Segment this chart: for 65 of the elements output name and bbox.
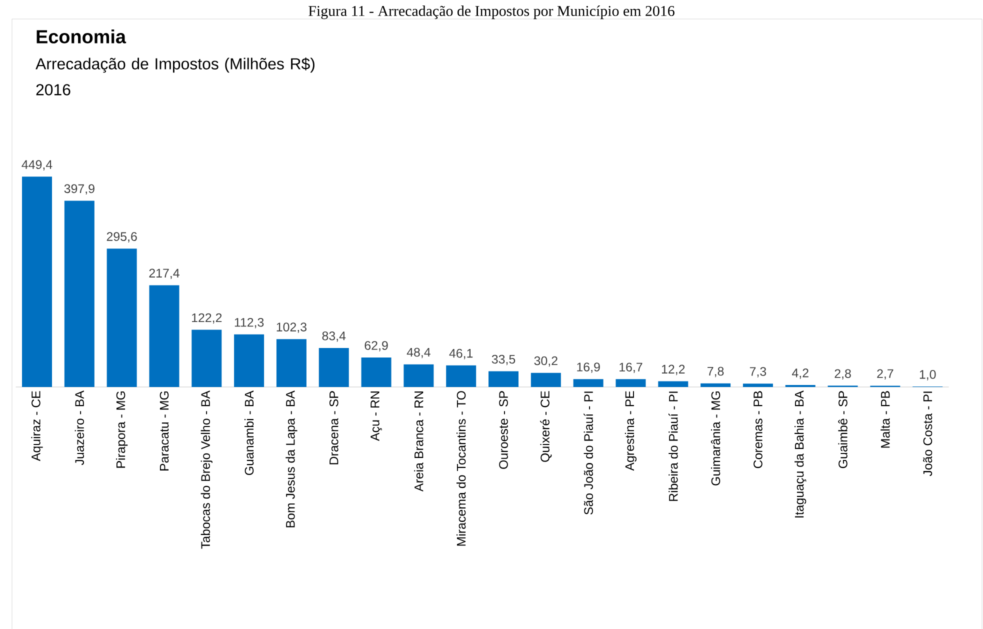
x-tick-label: Ribeira do Piauí - PI xyxy=(668,392,678,501)
x-tick-label: Açu - RN xyxy=(370,392,382,441)
x-tick-label: São João do Piauí - PI xyxy=(584,392,593,515)
data-label: 7,3 xyxy=(750,367,766,378)
bar xyxy=(446,365,476,387)
data-label: 2,8 xyxy=(834,369,851,380)
x-tick-label: Guanambi - BA xyxy=(244,390,254,476)
data-label: 30,2 xyxy=(534,356,558,367)
bar xyxy=(573,379,604,387)
bar xyxy=(404,364,434,387)
bar xyxy=(192,330,222,387)
data-label: 449,4 xyxy=(22,160,52,170)
data-label: 102,3 xyxy=(276,322,306,333)
x-tick-label: Dracena - SP xyxy=(329,391,338,464)
data-label: 33,5 xyxy=(492,354,516,366)
bar xyxy=(64,200,94,387)
data-label: 46,1 xyxy=(449,348,473,360)
data-label: 112,3 xyxy=(234,318,264,328)
data-label: 16,7 xyxy=(620,362,642,373)
x-tick-label: Malta - PB xyxy=(880,391,890,448)
data-label: 295,6 xyxy=(106,232,137,242)
x-tick-label: João Costa - PI xyxy=(923,392,932,476)
x-tick-label: Ouroeste - SP xyxy=(499,391,508,469)
bar xyxy=(616,379,646,387)
x-tick-label: Itaguaçu da Bahia - BA xyxy=(794,390,806,518)
data-label: 4,2 xyxy=(792,368,808,379)
data-label: 2,7 xyxy=(877,369,894,380)
data-label: 217,4 xyxy=(149,268,180,280)
data-label: 62,9 xyxy=(364,341,388,352)
data-label: 1,0 xyxy=(920,370,936,380)
x-tick-label: Juazeiro - BA xyxy=(74,390,84,466)
data-label: 16,9 xyxy=(577,362,600,373)
data-label: 83,4 xyxy=(322,331,346,342)
data-label: 397,9 xyxy=(64,184,94,195)
x-tick-label: Bom Jesus da Lapa - BA xyxy=(286,390,298,528)
bar xyxy=(530,372,561,387)
bar xyxy=(22,176,52,387)
x-tick-label: Coremas - PB xyxy=(754,391,762,468)
chart-subtitle: Arrecadação de Impostos (Milhões R$) 2016 xyxy=(36,58,314,96)
x-tick-label: Quixeré - CE xyxy=(540,391,552,462)
x-tick-label: Miracema do Tocantins - TO xyxy=(456,391,466,546)
data-label: 122,2 xyxy=(192,313,222,324)
bar xyxy=(276,339,306,387)
x-tick-label: Guimarânia - MG xyxy=(710,391,720,486)
bar xyxy=(361,358,392,387)
bar xyxy=(318,348,349,387)
bar xyxy=(658,381,688,387)
x-tick-label: Pirapora - MG xyxy=(116,391,128,468)
bar xyxy=(742,384,773,387)
x-tick-label: Areia Branca - RN xyxy=(414,392,424,492)
bar xyxy=(149,285,180,387)
bar xyxy=(106,248,137,387)
data-label: 48,4 xyxy=(406,348,430,358)
text: Figura 11 - Arrecadação de Impostos por Município em 2016 xyxy=(308,6,674,20)
x-tick-label: Agrestina - PE xyxy=(624,391,637,471)
bar xyxy=(488,371,519,387)
data-label: 7,8 xyxy=(708,366,724,378)
bar xyxy=(234,334,264,387)
chart-title: Economia xyxy=(36,30,126,44)
data-label: 12,2 xyxy=(662,364,685,376)
x-tick-label: Guaimbê - SP xyxy=(838,391,848,468)
x-tick-label: Tabocas do Brejo Velho - BA xyxy=(200,390,212,549)
x-tick-label: Aquiraz - CE xyxy=(31,391,43,462)
bar xyxy=(700,383,731,387)
x-tick-label: Paracatu - MG xyxy=(160,391,169,470)
